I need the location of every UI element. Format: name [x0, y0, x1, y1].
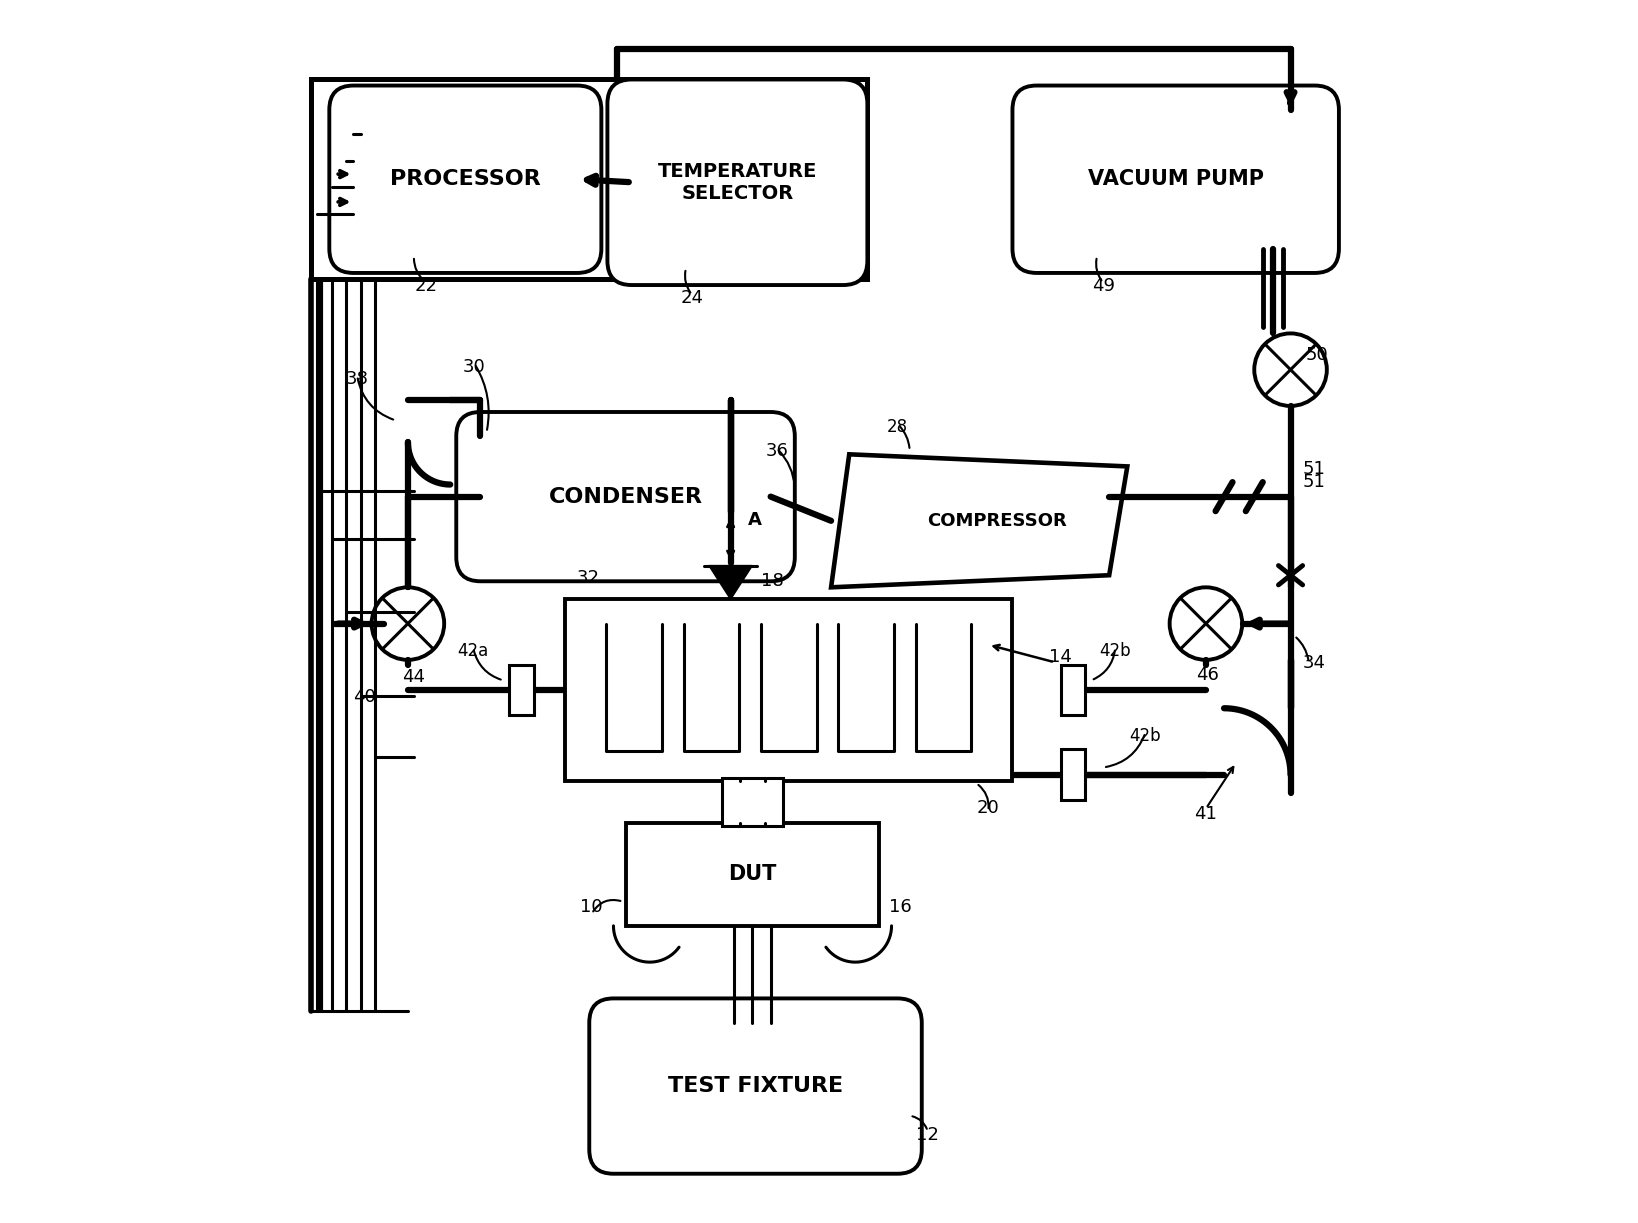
FancyBboxPatch shape [1012, 86, 1338, 273]
Bar [626, 823, 880, 926]
FancyBboxPatch shape [457, 412, 794, 581]
Text: 42b: 42b [1099, 642, 1132, 660]
Text: 14: 14 [1048, 648, 1071, 665]
Text: 20: 20 [976, 799, 999, 817]
Text: CONDENSER: CONDENSER [549, 487, 703, 506]
Text: 46: 46 [1196, 667, 1219, 684]
Polygon shape [709, 565, 752, 599]
Text: 10: 10 [580, 898, 603, 916]
Text: 42a: 42a [457, 642, 488, 660]
Bar [1061, 750, 1084, 800]
Text: 30: 30 [464, 357, 486, 375]
Bar [722, 778, 783, 826]
Text: DUT: DUT [729, 865, 776, 884]
Bar [311, 79, 868, 279]
Text: A: A [747, 511, 762, 530]
Text: 40: 40 [354, 687, 377, 706]
Bar [311, 79, 868, 279]
Text: 22: 22 [414, 276, 437, 295]
Text: VACUUM PUMP: VACUUM PUMP [1088, 169, 1263, 190]
Text: 32: 32 [577, 570, 600, 587]
Polygon shape [830, 454, 1127, 587]
Text: 28: 28 [888, 418, 907, 437]
Text: 41: 41 [1194, 805, 1217, 823]
Text: 44: 44 [401, 669, 424, 686]
Text: COMPRESSOR: COMPRESSOR [927, 511, 1068, 530]
FancyBboxPatch shape [329, 86, 601, 273]
Text: 51: 51 [1302, 461, 1325, 478]
Bar [565, 599, 1012, 780]
Text: PROCESSOR: PROCESSOR [390, 169, 541, 190]
Text: 36: 36 [765, 443, 788, 460]
Text: TEST FIXTURE: TEST FIXTURE [668, 1076, 844, 1096]
Text: 42b: 42b [1130, 726, 1161, 745]
Bar [509, 665, 534, 715]
Text: 50: 50 [1305, 346, 1328, 363]
Text: 18: 18 [760, 571, 783, 589]
Text: 38: 38 [346, 369, 369, 388]
Text: 51: 51 [1302, 472, 1325, 490]
Text: 49: 49 [1091, 276, 1114, 295]
Text: 16: 16 [889, 898, 912, 916]
Text: 12: 12 [916, 1125, 939, 1144]
Text: 34: 34 [1302, 654, 1325, 671]
FancyBboxPatch shape [608, 79, 868, 285]
Bar [1061, 665, 1084, 715]
FancyBboxPatch shape [590, 998, 922, 1174]
Text: 24: 24 [680, 289, 704, 307]
Text: TEMPERATURE
SELECTOR: TEMPERATURE SELECTOR [658, 161, 817, 203]
